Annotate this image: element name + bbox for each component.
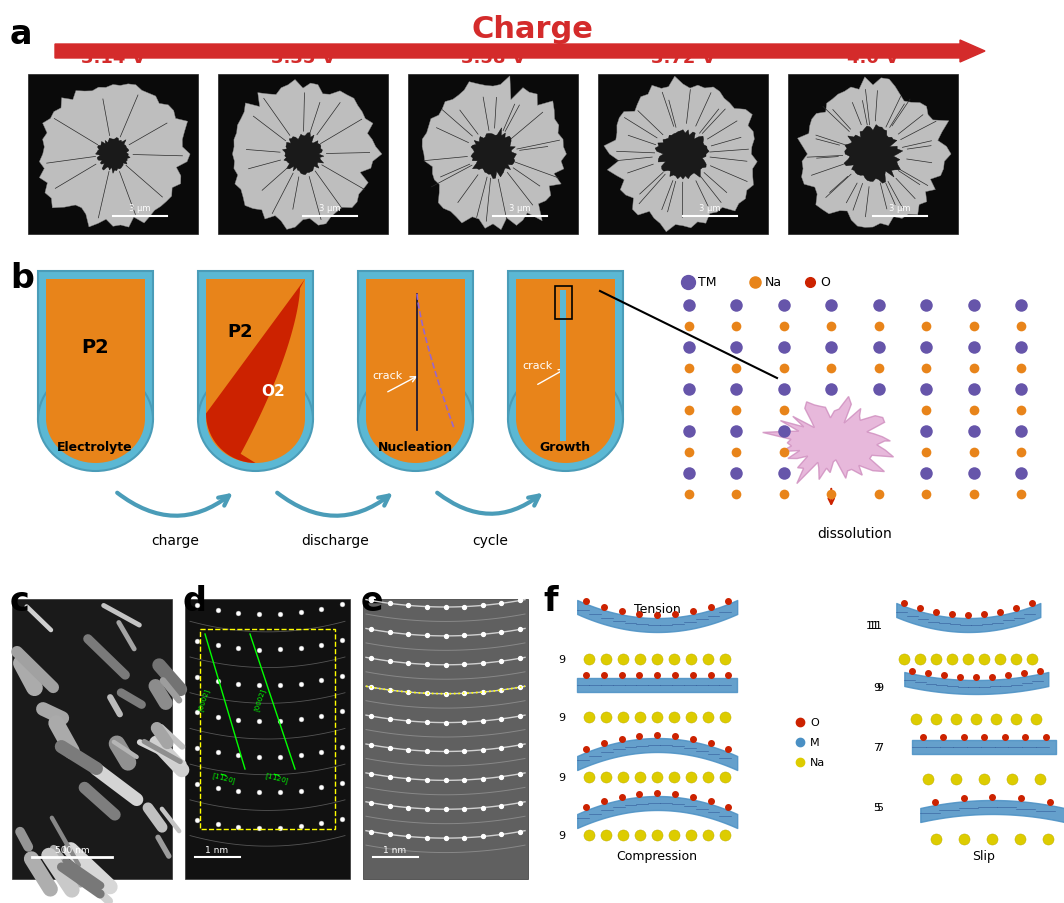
Ellipse shape — [206, 375, 305, 463]
Text: O: O — [810, 717, 819, 727]
Bar — [408, 75, 578, 235]
Text: 7: 7 — [874, 742, 880, 752]
Text: 9: 9 — [559, 712, 565, 722]
Bar — [46, 280, 145, 419]
Text: 3.35 V: 3.35 V — [270, 49, 335, 67]
Text: O: O — [820, 276, 830, 289]
Polygon shape — [604, 77, 758, 232]
Ellipse shape — [198, 368, 313, 471]
Ellipse shape — [366, 375, 465, 463]
Bar — [516, 280, 615, 419]
Text: 9: 9 — [874, 683, 880, 693]
Text: 3 μm: 3 μm — [510, 204, 531, 213]
Bar — [598, 75, 768, 235]
Text: Na: Na — [765, 276, 782, 289]
Text: Electrolyte: Electrolyte — [57, 441, 133, 454]
Text: 11: 11 — [869, 620, 883, 630]
Polygon shape — [844, 126, 902, 184]
Text: 11: 11 — [866, 620, 880, 630]
Bar — [554, 287, 572, 321]
Ellipse shape — [38, 368, 153, 471]
Bar — [560, 291, 566, 442]
Text: P2: P2 — [81, 338, 109, 357]
Text: 3.14 V: 3.14 V — [81, 49, 146, 67]
Polygon shape — [798, 78, 951, 228]
Text: 3 μm: 3 μm — [890, 204, 911, 213]
Text: f: f — [543, 584, 558, 618]
Text: 5: 5 — [874, 802, 880, 812]
Text: 500 nm: 500 nm — [54, 845, 89, 854]
Bar — [38, 272, 153, 420]
Text: Slip: Slip — [971, 849, 995, 862]
Ellipse shape — [46, 375, 145, 463]
Polygon shape — [206, 280, 305, 463]
Text: a: a — [10, 18, 33, 51]
Bar — [12, 600, 172, 879]
Text: [1$\overline{1}$20]: [1$\overline{1}$20] — [210, 769, 237, 788]
Text: charge: charge — [151, 534, 199, 547]
Text: 9: 9 — [559, 655, 565, 665]
Text: crack: crack — [522, 361, 552, 371]
Polygon shape — [39, 85, 190, 228]
Text: Growth: Growth — [539, 441, 591, 454]
Bar — [788, 75, 958, 235]
Bar — [28, 75, 198, 235]
Text: c: c — [10, 584, 30, 618]
Text: 1 nm: 1 nm — [383, 845, 406, 854]
Bar — [218, 75, 388, 235]
Text: [0002]: [0002] — [197, 686, 211, 711]
Ellipse shape — [358, 368, 473, 471]
Text: crack: crack — [372, 370, 402, 380]
Bar — [358, 272, 473, 420]
Bar — [198, 272, 313, 420]
Text: 1 nm: 1 nm — [205, 845, 229, 854]
Bar — [206, 280, 305, 419]
Text: 3 μm: 3 μm — [699, 204, 721, 213]
Bar — [363, 600, 528, 879]
Ellipse shape — [508, 368, 624, 471]
Bar — [200, 629, 335, 829]
Text: Tension: Tension — [634, 602, 681, 615]
Text: 3.58 V: 3.58 V — [461, 49, 526, 67]
Text: Nucleation: Nucleation — [378, 441, 452, 454]
Text: Na: Na — [810, 757, 826, 767]
Bar — [185, 600, 350, 879]
Text: 3 μm: 3 μm — [319, 204, 340, 213]
Text: 5: 5 — [877, 802, 883, 812]
Text: 9: 9 — [876, 683, 883, 693]
Text: P2: P2 — [228, 322, 253, 340]
Text: TM: TM — [698, 276, 716, 289]
Polygon shape — [422, 77, 566, 230]
Polygon shape — [96, 138, 130, 174]
Text: 3.72 V: 3.72 V — [651, 49, 715, 67]
Text: dissolution: dissolution — [817, 526, 893, 540]
Text: 9: 9 — [559, 830, 565, 840]
Text: [1$\overline{1}$20]: [1$\overline{1}$20] — [263, 769, 290, 788]
Polygon shape — [232, 80, 382, 230]
Text: [0002]: [0002] — [253, 686, 267, 711]
Text: 3 μm: 3 μm — [130, 204, 151, 213]
Bar — [366, 280, 465, 419]
Text: d: d — [183, 584, 206, 618]
Text: M: M — [810, 737, 819, 747]
Text: Compression: Compression — [617, 849, 698, 862]
Polygon shape — [763, 397, 894, 484]
Polygon shape — [283, 134, 323, 175]
Ellipse shape — [516, 375, 615, 463]
FancyArrow shape — [55, 41, 985, 63]
Text: O2: O2 — [261, 384, 285, 399]
Text: 9: 9 — [559, 772, 565, 782]
Text: e: e — [361, 584, 384, 618]
Text: cycle: cycle — [472, 534, 508, 547]
Polygon shape — [655, 131, 709, 180]
Text: 7: 7 — [876, 742, 883, 752]
Text: discharge: discharge — [301, 534, 369, 547]
Text: 4.0 V: 4.0 V — [847, 49, 899, 67]
Text: Charge: Charge — [471, 15, 593, 44]
Polygon shape — [471, 128, 516, 180]
Text: b: b — [10, 262, 34, 294]
Bar — [508, 272, 624, 420]
